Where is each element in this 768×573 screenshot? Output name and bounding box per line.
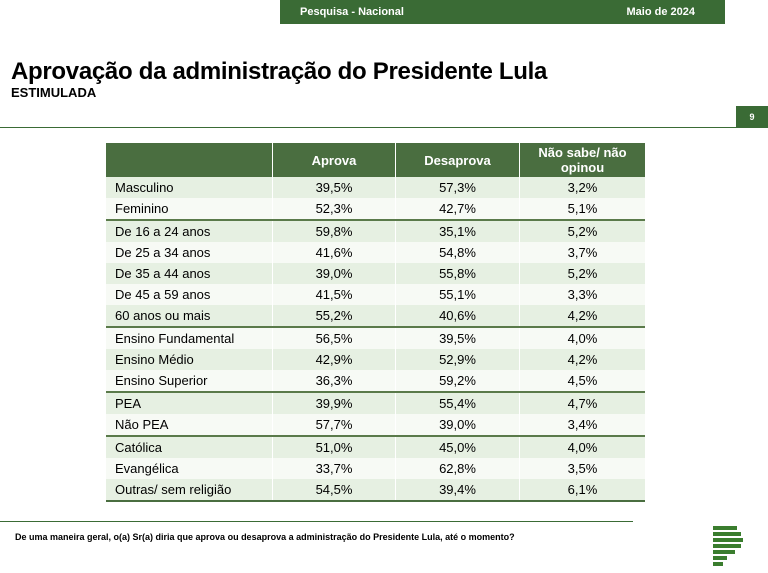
row-label: Ensino Fundamental bbox=[106, 326, 273, 349]
cell-aprova: 42,9% bbox=[272, 349, 396, 370]
cell-aprova: 39,5% bbox=[272, 177, 396, 198]
header-divider bbox=[0, 127, 736, 128]
row-label: De 45 a 59 anos bbox=[106, 284, 273, 305]
cell-aprova: 52,3% bbox=[272, 198, 396, 220]
top-header-bar: Pesquisa - Nacional Maio de 2024 bbox=[280, 0, 725, 24]
cell-nao-sabe: 5,2% bbox=[519, 263, 645, 284]
question-footnote: De uma maneira geral, o(a) Sr(a) diria q… bbox=[15, 532, 515, 542]
cell-desaprova: 40,6% bbox=[395, 305, 520, 327]
cell-nao-sabe: 4,5% bbox=[519, 370, 645, 392]
table-row: Outras/ sem religião 54,5% 39,4% 6,1% bbox=[106, 479, 645, 501]
cell-desaprova: 39,4% bbox=[395, 479, 520, 501]
cell-desaprova: 35,1% bbox=[395, 219, 520, 242]
cell-nao-sabe: 5,2% bbox=[519, 219, 645, 242]
cell-aprova: 39,9% bbox=[272, 391, 396, 414]
cell-desaprova: 57,3% bbox=[395, 177, 520, 198]
table-row: 60 anos ou mais 55,2% 40,6% 4,2% bbox=[106, 305, 645, 327]
cell-nao-sabe: 4,2% bbox=[519, 349, 645, 370]
table-row: De 16 a 24 anos 59,8% 35,1% 5,2% bbox=[106, 219, 645, 242]
table-row: Católica 51,0% 45,0% 4,0% bbox=[106, 435, 645, 458]
cell-nao-sabe: 3,4% bbox=[519, 414, 645, 436]
row-label: Outras/ sem religião bbox=[106, 479, 273, 501]
cell-desaprova: 39,5% bbox=[395, 326, 520, 349]
brand-logo bbox=[713, 526, 743, 566]
cell-nao-sabe: 4,0% bbox=[519, 326, 645, 349]
cell-nao-sabe: 3,3% bbox=[519, 284, 645, 305]
table-header-row: Aprova Desaprova Não sabe/ não opinou bbox=[106, 143, 645, 177]
column-header-aprova: Aprova bbox=[272, 143, 396, 177]
cell-desaprova: 55,8% bbox=[395, 263, 520, 284]
table-row: PEA 39,9% 55,4% 4,7% bbox=[106, 391, 645, 414]
cell-desaprova: 59,2% bbox=[395, 370, 520, 392]
cell-nao-sabe: 3,2% bbox=[519, 177, 645, 198]
cell-desaprova: 39,0% bbox=[395, 414, 520, 436]
table-row: Feminino 52,3% 42,7% 5,1% bbox=[106, 198, 645, 220]
page-number: 9 bbox=[736, 106, 768, 128]
cell-desaprova: 62,8% bbox=[395, 458, 520, 479]
row-label: 60 anos ou mais bbox=[106, 305, 273, 327]
row-label: Não PEA bbox=[106, 414, 273, 436]
cell-aprova: 59,8% bbox=[272, 219, 396, 242]
table-row: Ensino Médio 42,9% 52,9% 4,2% bbox=[106, 349, 645, 370]
cell-aprova: 41,5% bbox=[272, 284, 396, 305]
table-row: De 25 a 34 anos 41,6% 54,8% 3,7% bbox=[106, 242, 645, 263]
row-label: Feminino bbox=[106, 198, 273, 220]
row-label: Masculino bbox=[106, 177, 273, 198]
cell-aprova: 57,7% bbox=[272, 414, 396, 436]
cell-aprova: 56,5% bbox=[272, 326, 396, 349]
table-body: Masculino 39,5% 57,3% 3,2% Feminino 52,3% 42,7… bbox=[106, 177, 645, 501]
cell-desaprova: 45,0% bbox=[395, 435, 520, 458]
cell-nao-sabe: 4,7% bbox=[519, 391, 645, 414]
cell-nao-sabe: 3,5% bbox=[519, 458, 645, 479]
cell-desaprova: 54,8% bbox=[395, 242, 520, 263]
cell-aprova: 51,0% bbox=[272, 435, 396, 458]
page-title: Aprovação da administração do Presidente… bbox=[11, 58, 547, 85]
survey-date: Maio de 2024 bbox=[626, 6, 695, 18]
cell-desaprova: 52,9% bbox=[395, 349, 520, 370]
row-label: De 25 a 34 anos bbox=[106, 242, 273, 263]
cell-aprova: 55,2% bbox=[272, 305, 396, 327]
cell-aprova: 36,3% bbox=[272, 370, 396, 392]
cell-aprova: 41,6% bbox=[272, 242, 396, 263]
cell-nao-sabe: 3,7% bbox=[519, 242, 645, 263]
page-subtitle: ESTIMULADA bbox=[11, 85, 97, 100]
row-label: De 35 a 44 anos bbox=[106, 263, 273, 284]
cell-desaprova: 55,1% bbox=[395, 284, 520, 305]
table-row: Ensino Fundamental 56,5% 39,5% 4,0% bbox=[106, 326, 645, 349]
cell-desaprova: 55,4% bbox=[395, 391, 520, 414]
row-label: De 16 a 24 anos bbox=[106, 219, 273, 242]
row-label: PEA bbox=[106, 391, 273, 414]
column-header-nao-sabe: Não sabe/ não opinou bbox=[519, 143, 645, 177]
cell-nao-sabe: 4,2% bbox=[519, 305, 645, 327]
approval-table: Aprova Desaprova Não sabe/ não opinou Ma… bbox=[106, 143, 645, 502]
cell-aprova: 39,0% bbox=[272, 263, 396, 284]
table-row: Não PEA 57,7% 39,0% 3,4% bbox=[106, 414, 645, 436]
cell-aprova: 54,5% bbox=[272, 479, 396, 501]
footer-divider bbox=[0, 521, 633, 522]
cell-nao-sabe: 5,1% bbox=[519, 198, 645, 220]
survey-label: Pesquisa - Nacional bbox=[300, 6, 404, 18]
table-row: De 35 a 44 anos 39,0% 55,8% 5,2% bbox=[106, 263, 645, 284]
table-row: De 45 a 59 anos 41,5% 55,1% 3,3% bbox=[106, 284, 645, 305]
cell-aprova: 33,7% bbox=[272, 458, 396, 479]
cell-nao-sabe: 4,0% bbox=[519, 435, 645, 458]
table-row: Masculino 39,5% 57,3% 3,2% bbox=[106, 177, 645, 198]
row-label: Evangélica bbox=[106, 458, 273, 479]
row-label: Católica bbox=[106, 435, 273, 458]
column-header-segment bbox=[106, 143, 273, 177]
cell-nao-sabe: 6,1% bbox=[519, 479, 645, 501]
row-label: Ensino Médio bbox=[106, 349, 273, 370]
row-label: Ensino Superior bbox=[106, 370, 273, 392]
cell-desaprova: 42,7% bbox=[395, 198, 520, 220]
table-row: Ensino Superior 36,3% 59,2% 4,5% bbox=[106, 370, 645, 392]
column-header-desaprova: Desaprova bbox=[395, 143, 520, 177]
table-row: Evangélica 33,7% 62,8% 3,5% bbox=[106, 458, 645, 479]
